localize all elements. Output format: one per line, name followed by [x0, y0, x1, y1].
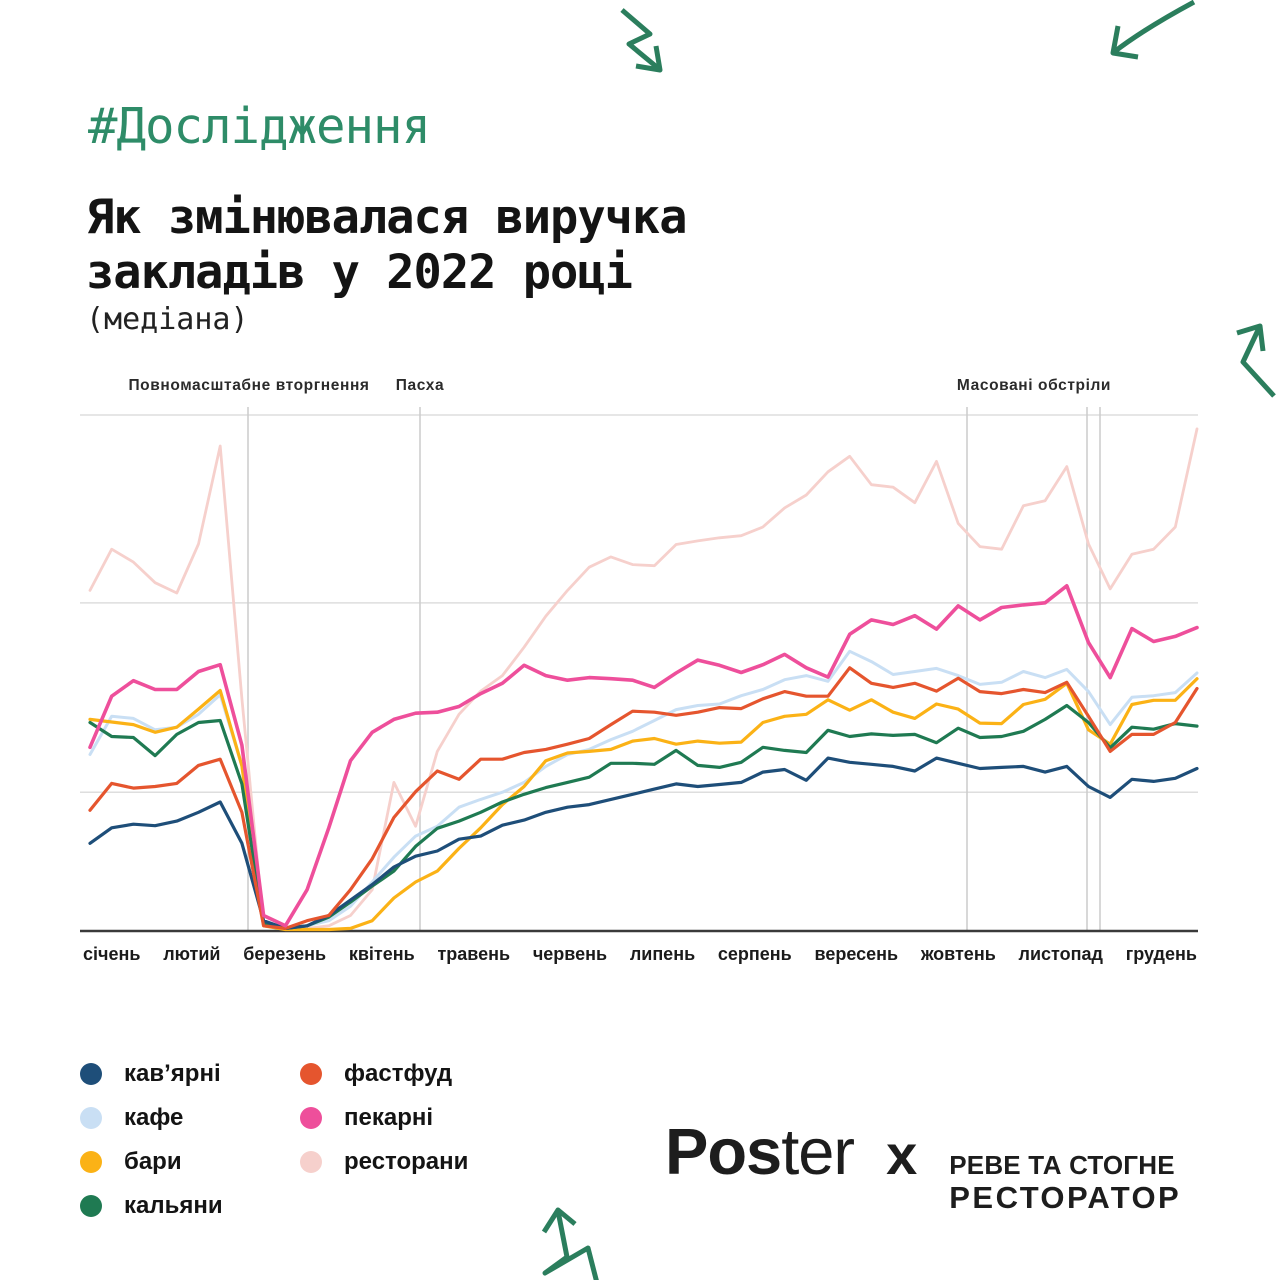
- annotations: Повномасштабне вторгнення Пасха Масовані о…: [0, 377, 1280, 399]
- legend-column-1: кав’ярні кафе бари кальяни: [80, 1052, 223, 1228]
- month-label: серпень: [717, 944, 792, 964]
- legend-label: кафе: [124, 1104, 184, 1131]
- partner-logo-line1: РЕВЕ ТА СТОГНЕ: [949, 1150, 1175, 1180]
- legend-label: бари: [124, 1148, 182, 1175]
- month-label: лютий: [163, 944, 221, 964]
- legend-dot-icon: [300, 1107, 322, 1129]
- legend-dot-icon: [80, 1151, 102, 1173]
- poster-logo: Poster: [665, 1115, 855, 1188]
- series-line-kaviarni: [88, 756, 1199, 931]
- legend-dot-icon: [80, 1195, 102, 1217]
- legend-dot-icon: [80, 1063, 102, 1085]
- event-label: Повномасштабне вторгнення: [128, 377, 370, 394]
- month-axis: січень лютий березень квітень травень червень…: [83, 944, 1197, 965]
- legend-item: фастфуд: [300, 1052, 468, 1096]
- month-label: листопад: [1018, 944, 1103, 964]
- legend-label: фастфуд: [344, 1060, 453, 1087]
- poster-logo-bold: Pos: [665, 1115, 782, 1188]
- poster-logo-light: ter: [781, 1115, 855, 1188]
- month-label: грудень: [1125, 944, 1197, 964]
- legend-dot-icon: [300, 1151, 322, 1173]
- month-label: квітень: [348, 944, 415, 964]
- hashtag-label: #Дослідження: [88, 98, 431, 155]
- legend-item: пекарні: [300, 1096, 468, 1140]
- event-label: Масовані обстріли: [956, 377, 1112, 394]
- legend-column-2: фастфуд пекарні ресторани: [300, 1052, 468, 1184]
- legend-item: ресторани: [300, 1140, 468, 1184]
- page-title: Як змінювалася виручка закладів у 2022 р…: [86, 190, 688, 300]
- page-subtitle: (медіана): [86, 302, 249, 337]
- legend-label: ресторани: [344, 1148, 469, 1175]
- month-label: січень: [83, 944, 141, 964]
- partner-logo-line2: РЕСТОРАТОР: [949, 1180, 1182, 1215]
- legend-item: кафе: [80, 1096, 223, 1140]
- collab-x-mark: x: [886, 1123, 918, 1186]
- series-line-pekarni: [88, 583, 1199, 928]
- month-label: липень: [629, 944, 696, 964]
- legend-label: пекарні: [344, 1104, 434, 1131]
- legend-label: кав’ярні: [124, 1060, 221, 1087]
- page-title-line1: Як змінювалася виручка: [86, 190, 688, 245]
- legend-item: кав’ярні: [80, 1052, 223, 1096]
- series-line-fastfud: [88, 666, 1199, 931]
- event-label: Пасха: [395, 377, 445, 394]
- month-label: березень: [243, 944, 327, 964]
- legend-label: кальяни: [124, 1192, 223, 1219]
- month-label: травень: [437, 944, 511, 964]
- page-title-line2: закладів у 2022 році: [86, 245, 633, 300]
- month-label: вересень: [814, 944, 899, 964]
- month-label: жовтень: [920, 944, 996, 964]
- legend-dot-icon: [80, 1107, 102, 1129]
- branding: Poster x РЕВЕ ТА СТОГНЕ РЕСТОРАТОР: [665, 1118, 1181, 1216]
- partner-logo: РЕВЕ ТА СТОГНЕ РЕСТОРАТОР: [949, 1150, 1181, 1216]
- legend-dot-icon: [300, 1063, 322, 1085]
- month-label: червень: [532, 944, 608, 964]
- legend-item: бари: [80, 1140, 223, 1184]
- legend-item: кальяни: [80, 1184, 223, 1228]
